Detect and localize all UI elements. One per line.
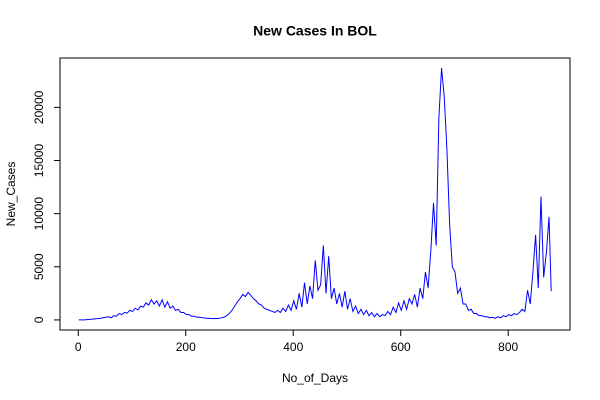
x-tick-label: 400: [283, 340, 303, 354]
y-axis-label: New_Cases: [4, 162, 18, 227]
line: [78, 68, 552, 321]
x-tick-label: 800: [498, 340, 518, 354]
y-tick-label: 15000: [32, 144, 46, 178]
plot-box: [59, 57, 571, 331]
x-tick-label: 200: [176, 340, 196, 354]
x-tick-label: 600: [391, 340, 411, 354]
x-tick-label: 0: [75, 340, 82, 354]
x-axis-label: No_of_Days: [282, 371, 348, 385]
chart-title: New Cases In BOL: [253, 23, 377, 39]
y-tick-label: 0: [32, 316, 46, 323]
y-tick-label: 5000: [32, 253, 46, 280]
y-tick-label: 20000: [32, 90, 46, 124]
y-tick-label: 10000: [32, 197, 46, 231]
